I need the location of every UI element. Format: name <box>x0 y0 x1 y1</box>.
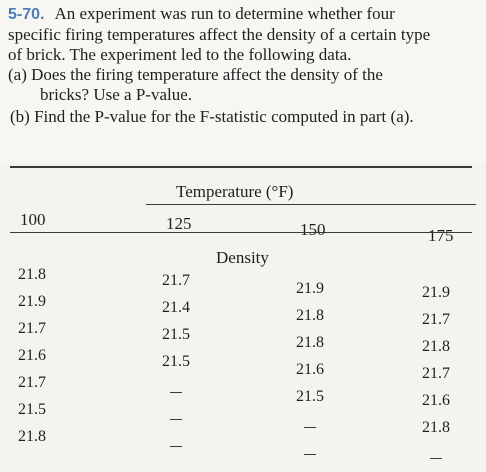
part-a-line-2: bricks? Use a P-value. <box>40 85 193 104</box>
problem-number: 5-70. <box>8 6 45 23</box>
table-cell: 21.8 <box>422 338 450 355</box>
table-cell: 21.4 <box>162 299 190 316</box>
table-cell: 21.8 <box>18 266 46 283</box>
table-cell: 21.9 <box>422 284 450 301</box>
missing-value-dash <box>170 446 182 447</box>
table-top-rule <box>10 166 472 168</box>
column-header-100: 100 <box>20 210 46 229</box>
table-cell: 21.8 <box>422 419 450 436</box>
table-cell: 21.7 <box>422 365 450 382</box>
table-cell: 21.8 <box>18 428 46 445</box>
table-cell: 21.5 <box>162 326 190 343</box>
table-cell: 21.9 <box>18 293 46 310</box>
table-cell: 21.5 <box>18 401 46 418</box>
temperature-header-rule <box>146 204 476 205</box>
table-cell: 21.6 <box>18 347 46 364</box>
table-cell: 21.6 <box>296 361 324 378</box>
table-header-rule <box>10 232 472 233</box>
missing-value-dash <box>170 392 182 393</box>
table-cell: 21.7 <box>18 320 46 337</box>
missing-value-dash <box>430 458 442 459</box>
problem-statement-line-1: An experiment was run to determine wheth… <box>54 4 395 23</box>
missing-value-dash <box>304 454 316 455</box>
missing-value-dash <box>170 419 182 420</box>
missing-value-dash <box>304 427 316 428</box>
problem-statement-line-2: specific firing temperatures affect the … <box>8 25 431 44</box>
problem-line-1: 5-70. An experiment was run to determine … <box>8 4 480 25</box>
part-a-line-1: (a) Does the firing temperature affect t… <box>8 65 383 84</box>
table-cell: 21.7 <box>162 272 190 289</box>
table-cell: 21.7 <box>18 374 46 391</box>
table-cell: 21.7 <box>422 311 450 328</box>
data-table-area <box>0 164 486 472</box>
column-header-150: 150 <box>300 220 326 239</box>
temperature-header: Temperature (°F) <box>176 182 294 201</box>
problem-text: 5-70. An experiment was run to determine … <box>8 4 480 127</box>
table-cell: 21.9 <box>296 280 324 297</box>
table-cell: 21.5 <box>296 388 324 405</box>
density-subheader: Density <box>216 248 269 267</box>
table-cell: 21.5 <box>162 353 190 370</box>
column-header-175: 175 <box>428 226 454 245</box>
column-header-125: 125 <box>166 214 192 233</box>
problem-statement-line-3: of brick. The experiment led to the foll… <box>8 45 352 64</box>
table-cell: 21.8 <box>296 307 324 324</box>
table-cell: 21.6 <box>422 392 450 409</box>
table-cell: 21.8 <box>296 334 324 351</box>
part-b-line: (b) Find the P-value for the F-statistic… <box>10 107 414 126</box>
